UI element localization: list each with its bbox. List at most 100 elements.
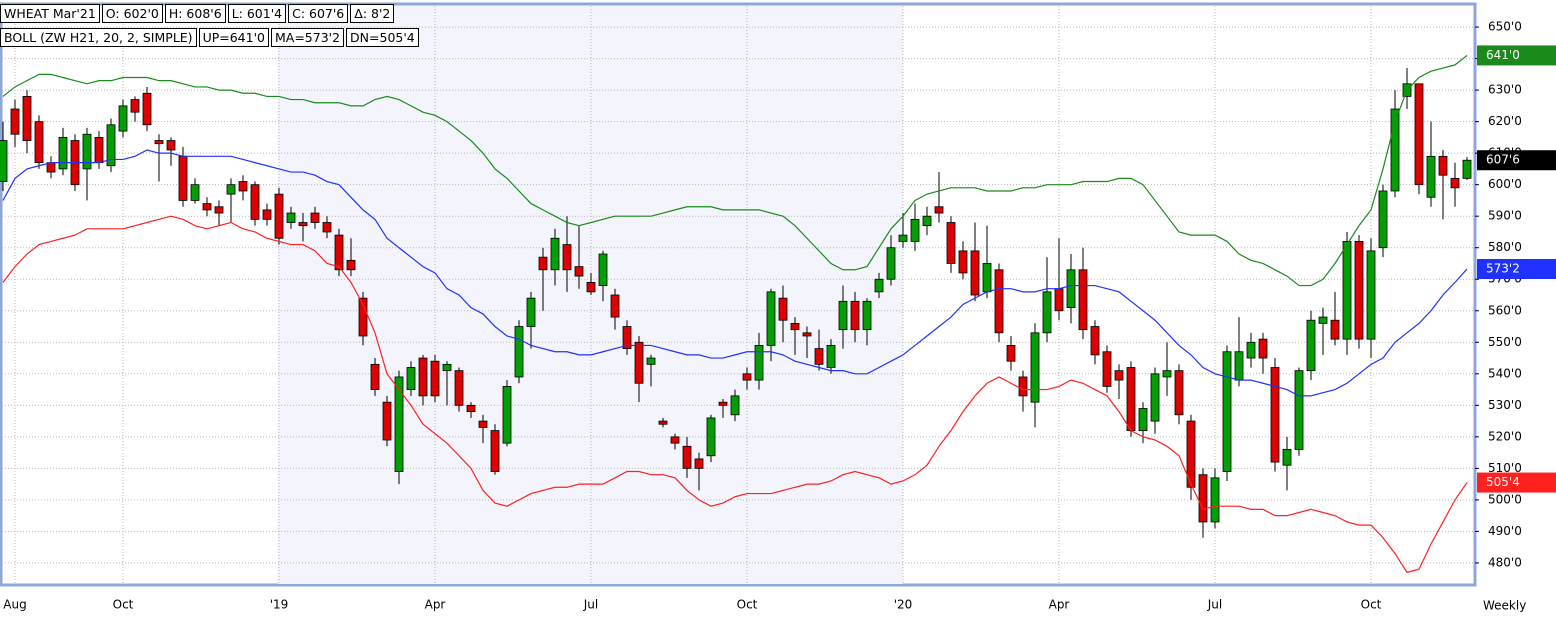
header-field: C: 607'6 [288, 4, 349, 23]
candle-body [874, 278, 884, 293]
candle-body [802, 332, 812, 337]
last-value-label: 505'4 [1486, 475, 1520, 489]
header-field: H: 608'6 [164, 4, 226, 23]
candle-body [934, 206, 944, 214]
last-value-box [1477, 150, 1556, 171]
candle-body [430, 360, 440, 397]
candle-body [310, 212, 320, 223]
y-tick-label: 560'0 [1488, 303, 1522, 317]
candle-body [322, 222, 332, 233]
candle-body [1306, 319, 1316, 372]
candle-body [454, 370, 464, 406]
candle-body [1114, 370, 1124, 381]
candle-body [226, 184, 236, 195]
candle-body [910, 218, 920, 242]
y-tick-label: 530'0 [1488, 398, 1522, 412]
candle-body [262, 209, 272, 220]
y-tick-label: 480'0 [1488, 555, 1522, 569]
x-tick-label: '19 [270, 598, 289, 612]
y-tick-label: 590'0 [1488, 209, 1522, 223]
candle-body [850, 300, 860, 331]
band-line [2, 54, 1468, 287]
x-tick-label: Oct [113, 598, 134, 612]
candle-body [514, 326, 524, 378]
candle-body [34, 121, 44, 164]
candle-body [58, 136, 68, 170]
x-tick-label: Apr [425, 598, 446, 612]
candle-body [274, 193, 284, 239]
candle-body [826, 345, 836, 368]
period-label: Weekly [1483, 599, 1526, 613]
band-line [2, 215, 1468, 574]
candle-body [202, 203, 212, 211]
candle-body [1042, 291, 1052, 334]
candle-body [334, 234, 344, 271]
candle-body [94, 136, 104, 164]
y-tick-label: 650'0 [1488, 20, 1522, 34]
candle-body [1174, 370, 1184, 416]
x-tick-label: Aug [3, 598, 26, 612]
candle-body [1090, 326, 1100, 356]
candle-body [982, 263, 992, 293]
candle-body [418, 357, 428, 397]
candle-body [1414, 83, 1424, 186]
header-field: BOLL (ZW H21, 20, 2, SIMPLE) [0, 28, 197, 47]
candle-body [970, 250, 980, 296]
candle-body [142, 92, 152, 126]
last-value-label: 641'0 [1486, 48, 1520, 62]
candle-body [1246, 341, 1256, 359]
candle-body [538, 256, 548, 271]
candle-body [1126, 367, 1136, 431]
candle-body [358, 297, 368, 337]
candle-body [1186, 420, 1196, 488]
y-tick-label: 510'0 [1488, 461, 1522, 475]
candle-body [658, 420, 668, 425]
candle-body [742, 373, 752, 381]
band-line [2, 149, 1468, 397]
y-tick-label: 500'0 [1488, 492, 1522, 506]
candle-body [730, 395, 740, 416]
candle-body [778, 297, 788, 321]
candle-body [1330, 319, 1340, 340]
candle-body [814, 348, 824, 365]
x-tick-label: Jul [1207, 598, 1222, 612]
header-field: UP=641'0 [198, 28, 269, 47]
candle-body [22, 96, 32, 141]
candle-body [646, 357, 656, 365]
candle-body [1210, 477, 1220, 523]
candle-body [1438, 155, 1448, 176]
candle-body [1354, 241, 1364, 340]
candle-body [1162, 370, 1172, 378]
candle-body [442, 363, 452, 372]
candle-body [1138, 408, 1148, 431]
header-field: O: 602'0 [101, 4, 163, 23]
y-tick-label: 540'0 [1488, 366, 1522, 380]
y-tick-label: 550'0 [1488, 335, 1522, 349]
candle-body [574, 266, 584, 277]
candle-body [1078, 269, 1088, 331]
candle-body [886, 247, 896, 280]
candle-body [898, 234, 908, 242]
candle-body [250, 184, 260, 220]
candle-body [634, 341, 644, 384]
candle-body [154, 140, 164, 145]
candle-body [178, 155, 188, 201]
candle-body [1462, 159, 1472, 179]
candle-body [1054, 288, 1064, 312]
header-field: Δ: 8'2 [350, 4, 395, 23]
candle-body [1390, 108, 1400, 192]
candle-body [838, 300, 848, 331]
candle-body [718, 401, 728, 406]
header-field: DN=505'4 [346, 28, 419, 47]
x-tick-label: Jul [583, 598, 598, 612]
candle-body [466, 404, 476, 413]
x-tick-label: Oct [1361, 598, 1382, 612]
y-tick-label: 520'0 [1488, 429, 1522, 443]
candle-body [766, 291, 776, 346]
candle-body [682, 445, 692, 469]
candle-body [190, 184, 200, 201]
header-field: L: 601'4 [227, 4, 287, 23]
candle-body [1342, 241, 1352, 340]
candle-body [106, 124, 116, 167]
